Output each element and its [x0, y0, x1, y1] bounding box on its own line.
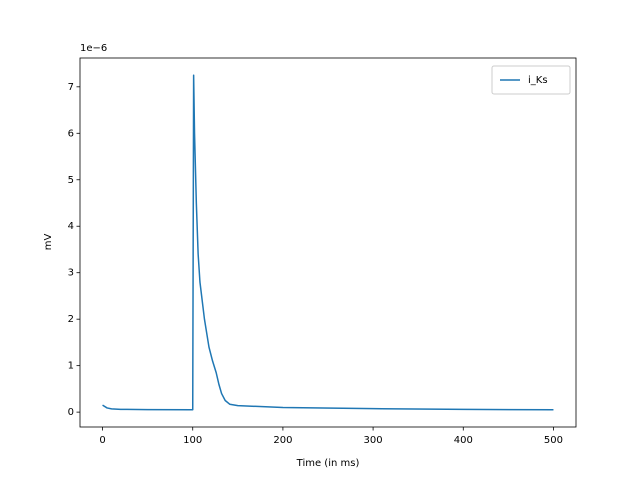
- legend-label: i_Ks: [528, 75, 548, 86]
- x-tick-label: 200: [273, 435, 292, 446]
- x-tick-label: 400: [454, 435, 473, 446]
- line-series: [102, 74, 554, 411]
- x-tick-label: 500: [544, 435, 563, 446]
- y-tick-label: 7: [68, 82, 74, 93]
- plot-frame: [79, 57, 577, 428]
- y-axis-label: mV: [43, 234, 54, 251]
- y-tick-label: 0: [68, 407, 74, 418]
- y-tick-label: 6: [68, 128, 74, 139]
- y-tick-label: 3: [68, 268, 74, 279]
- legend-box: [491, 65, 571, 95]
- offset-label: 1e−6: [80, 43, 107, 54]
- x-tick-label: 100: [183, 435, 202, 446]
- x-tick-label: 300: [364, 435, 383, 446]
- x-axis-label: Time (in ms): [296, 458, 360, 469]
- x-tick-label: 0: [99, 435, 105, 446]
- y-tick-label: 5: [68, 175, 74, 186]
- y-tick-label: 2: [68, 314, 74, 325]
- y-tick-label: 1: [68, 361, 74, 372]
- y-tick-label: 4: [68, 221, 74, 232]
